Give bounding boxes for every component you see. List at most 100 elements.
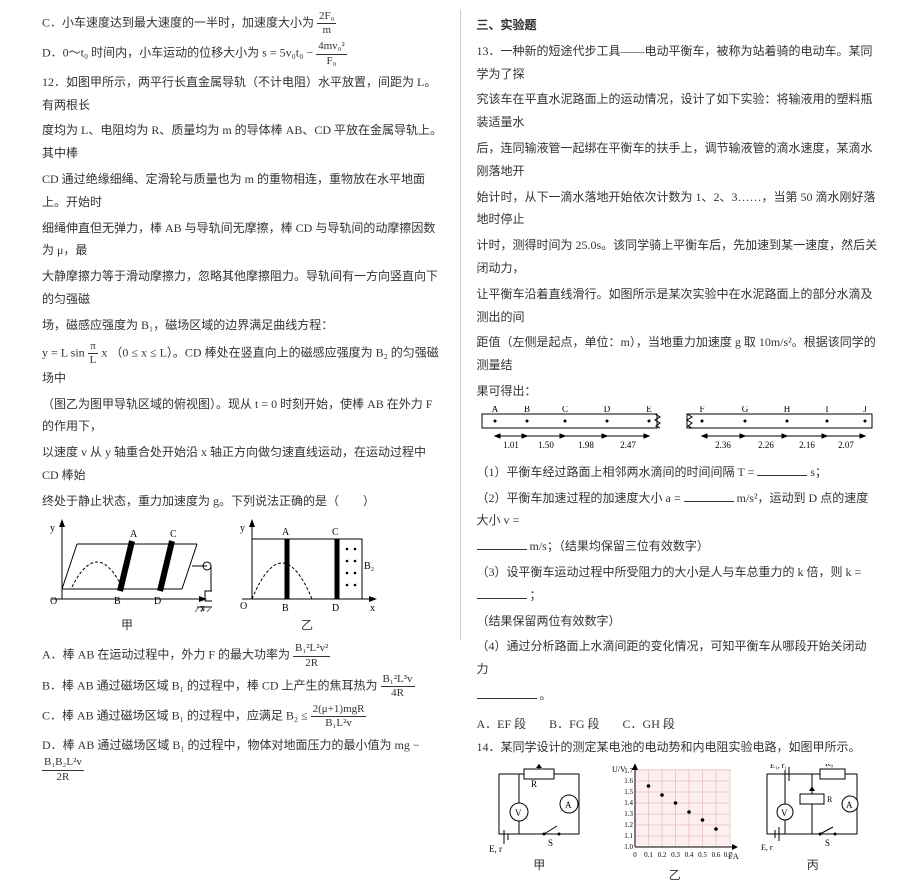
frac-d-den: F₀ [316,55,347,68]
svg-text:E, r: E, r [761,843,773,852]
fig-caption-jia: 甲 [42,614,212,637]
frac-d-num: 4mv₀² [316,40,347,54]
svg-text:E: E [646,406,652,414]
sub4: （4）通过分析路面上水滴间距的变化情况，可知平衡车从哪段开始关闭动力 [477,635,879,681]
fig2-B: B [282,603,289,614]
sub4-per: 。 [540,688,552,702]
fig2-C: C [332,527,339,538]
fig1-O: O [50,596,57,607]
fig1-B: B [114,596,121,607]
blank-seg[interactable] [477,687,537,699]
sub3: （3）设平衡车运动过程中所受阻力的大小是人与车总重力的 k 倍，则 k = ； [477,561,879,607]
q12-f: 场，磁感应强度为 B₁，磁场区域的边界满足曲线方程： [42,314,444,337]
frac-oa: B₁²L²v² 2R [293,642,330,669]
svg-text:0.1: 0.1 [644,851,653,859]
frac-ob-d: 4R [381,687,415,700]
svg-text:R: R [531,779,537,789]
fig-caption-yi: 乙 [232,614,382,637]
circuit-bing-svg: E₁, r₁ R₀ R A V E, r [755,764,870,854]
frac-oc: 2(μ+1)mgR B₁L²v [311,703,367,730]
blank-t[interactable] [757,464,807,476]
q12-a: 12．如图甲所示，两平行长直金属导轨（不计电阻）水平放置，间距为 L。有两根长 [42,71,444,117]
frac-oa-d: 2R [293,657,330,670]
section-title: 三、实验题 [477,14,879,37]
svg-text:1.3: 1.3 [624,810,633,818]
frac-ob: B₁²L³v 4R [381,673,415,700]
frac-d: 4mv₀² F₀ [316,40,347,67]
triple-figure: R V A E, r S 甲 [477,764,879,887]
blank-v[interactable] [477,538,527,550]
figure-yi-svg: y A C O B D x B₂ [232,519,382,614]
cap-bing: 丙 [755,854,870,877]
q12-d: 细绳伸直但无弹力，棒 AB 与导轨间无摩擦，棒 CD 与导轨间的动摩擦因数为 μ… [42,217,444,263]
svg-text:2.16: 2.16 [799,440,815,450]
svg-text:2.47: 2.47 [620,440,636,450]
svg-text:0.5: 0.5 [698,851,707,859]
figure-jia-svg: y A C O B D x [42,519,212,614]
sub2a: （2）平衡车加速过程的加速度大小 a = [477,491,684,505]
svg-text:0.3: 0.3 [671,851,680,859]
svg-text:S: S [825,838,830,848]
q13-b: 究该车在平直水泥路面上的运动情况，设计了如下实验：将输液用的塑料瓶装适量水 [477,88,879,134]
frac-c: 2F₀ m [317,10,336,37]
q14: 14．某同学设计的测定某电池的电动势和内电阻实验电路，如图甲所示。 [477,736,879,759]
q12-j: 终处于静止状态，重力加速度为 g。下列说法正确的是（ ） [42,490,444,513]
right-column: 三、实验题 13．一种新的短途代步工具——电动平衡车，被称为站着骑的电动车。某同… [465,10,891,640]
q12g-b: x （0 ≤ x ≤ L）。CD 棒处在竖直向上的磁感应强度为 B₂ 的匀强磁场… [42,345,439,385]
svg-text:I: I [825,406,828,414]
q12-b: 度均为 L、电阻均为 R、质量均为 m 的导体棒 AB、CD 平放在金属导轨上。… [42,119,444,165]
q13-a: 13．一种新的短途代步工具——电动平衡车，被称为站着骑的电动车。某同学为了探 [477,40,879,86]
svg-text:1.98: 1.98 [578,440,594,450]
fig1-x: x [200,603,205,614]
q12-e: 大静摩擦力等于滑动摩擦力，忽略其他摩擦阻力。导轨间有一方向竖直向下的匀强磁 [42,265,444,311]
q12-i: 以速度 v 从 y 轴重合处开始沿 x 轴正方向做匀速直线运动，在运动过程中 C… [42,441,444,487]
sub1-text: （1）平衡车经过路面上相邻两水滴间的时间间隔 T = [477,465,758,479]
fig2-D: D [332,603,339,614]
opt-d-text: D．棒 AB 通过磁场区域 B₁ 的过程中，物体对地面压力的最小值为 mg − [42,738,420,752]
circuit-bing: E₁, r₁ R₀ R A V E, r [755,764,870,887]
ruler-diagram: A B C D E F G H I J [477,406,879,461]
sub2: （2）平衡车加速过程的加速度大小 a = m/s²，运动到 D 点的速度大小 v… [477,487,879,533]
opt-c: C．棒 AB 通过磁场区域 B₁ 的过程中，应满足 B₂ ≤ 2(μ+1)mgR… [42,703,444,730]
svg-text:C: C [561,406,567,414]
opt-c-text: C．棒 AB 通过磁场区域 B₁ 的过程中，应满足 B₂ ≤ [42,709,308,723]
sub1: （1）平衡车经过路面上相邻两水滴间的时间间隔 T = s； [477,461,879,484]
blank-k[interactable] [477,587,527,599]
item-d-text: D．0～t₀ 时间内，小车运动的位移大小为 s = 5v₀t₀ − [42,46,313,60]
frac-oc-n: 2(μ+1)mgR [311,703,367,717]
svg-text:1.4: 1.4 [624,799,633,807]
q12g-den: L [88,354,99,367]
svg-text:0.7: 0.7 [723,851,732,859]
sub4-text: （4）通过分析路面上水滴间距的变化情况，可知平衡车从哪段开始关闭动力 [477,639,867,676]
q12g-a: y = L sin [42,345,85,359]
svg-text:1.2: 1.2 [624,821,633,829]
q12-g: y = L sin π L x （0 ≤ x ≤ L）。CD 棒处在竖直向上的磁… [42,340,444,390]
item-c: C．小车速度达到最大速度的一半时，加速度大小为 2F₀ m [42,10,444,37]
q13-h: 果可得出： [477,380,879,403]
q13-c: 后，连同输液管一起绑在平衡车的扶手上，调节输液管的滴水速度，某滴水刚落地开 [477,137,879,183]
opt-ef: A．EF 段 [477,717,527,731]
q13-d: 始计时，从下一滴水落地开始依次计数为 1、2、3……，当第 50 滴水刚好落地时… [477,186,879,232]
item-d: D．0～t₀ 时间内，小车运动的位移大小为 s = 5v₀t₀ − 4mv₀² … [42,40,444,67]
blank-a[interactable] [684,490,734,502]
figure-jia: y A C O B D x 甲 [42,519,212,637]
fig1-D: D [154,596,161,607]
svg-text:2.36: 2.36 [715,440,731,450]
svg-text:2.26: 2.26 [758,440,774,450]
q12-c: CD 通过绝缘细绳、定滑轮与质量也为 m 的重物相连，重物放在水平地面上。开始时 [42,168,444,214]
opt-gh: C．GH 段 [623,717,675,731]
figures-row: y A C O B D x 甲 [42,519,444,637]
svg-text:0.2: 0.2 [657,851,666,859]
frac-c-den: m [317,24,336,37]
svg-text:0.6: 0.6 [711,851,720,859]
fig1-A: A [130,529,138,540]
fig2-B2: B₂ [364,561,374,572]
fig2-O: O [240,601,247,612]
opt-fg: B．FG 段 [549,717,599,731]
frac-oc-d: B₁L²v [311,717,367,730]
graph-svg: U/V I/A 1.0 1.1 1.2 1.3 1.4 1.5 1.6 1.7 … [610,764,740,864]
svg-text:H: H [783,406,790,414]
sub2-line2: m/s；（结果均保留三位有效数字） [477,535,879,558]
fig2-x: x [370,603,375,614]
opt-b-text: B．棒 AB 通过磁场区域 B₁ 的过程中，棒 CD 上产生的焦耳热为 [42,678,378,692]
